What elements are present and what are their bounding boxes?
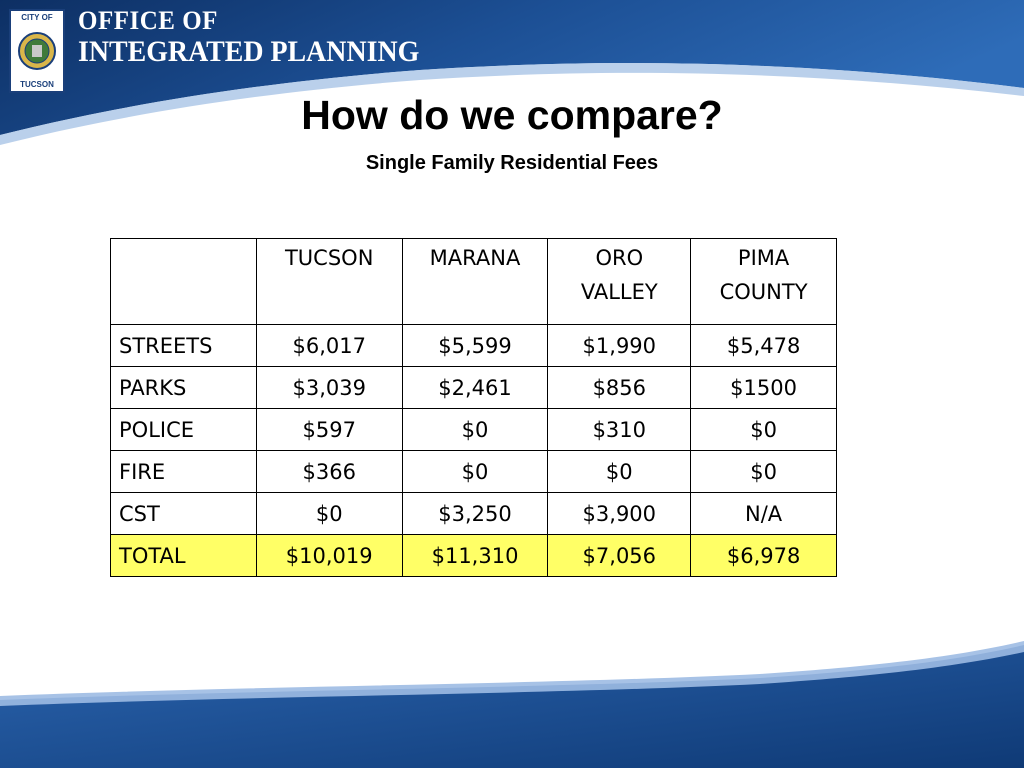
- fee-comparison-table: TUCSON MARANA ORO VALLEY PIMA COUNTY STREETS $…: [110, 238, 837, 577]
- row-label: TOTAL: [110, 534, 257, 577]
- table-row: STREETS $6,017 $5,599 $1,990 $5,478: [110, 324, 837, 367]
- slide-subtitle: Single Family Residential Fees: [365, 152, 659, 174]
- column-header: PIMA COUNTY: [690, 238, 837, 325]
- fee-cell: $0: [401, 450, 549, 493]
- table-row: POLICE $597 $0 $310 $0: [110, 408, 837, 451]
- column-header-text: COUNTY: [719, 280, 808, 304]
- table-header-row: TUCSON MARANA ORO VALLEY PIMA COUNTY: [110, 238, 837, 325]
- table-row: CST $0 $3,250 $3,900 N/A: [110, 492, 837, 535]
- total-row: TOTAL $10,019 $11,310 $7,056 $6,978: [110, 534, 837, 577]
- seal-emblem-icon: [18, 32, 56, 70]
- fee-cell: $1500: [690, 366, 837, 409]
- table-corner-cell: [110, 238, 257, 325]
- row-label: FIRE: [110, 450, 257, 493]
- column-header-text: MARANA: [429, 246, 521, 270]
- column-header-text: PIMA: [737, 246, 790, 270]
- fee-cell: $366: [255, 450, 403, 493]
- row-label: PARKS: [110, 366, 257, 409]
- fee-cell: $6,017: [255, 324, 403, 367]
- org-name-line1: OFFICE OF: [78, 6, 218, 36]
- fee-cell: $3,039: [255, 366, 403, 409]
- row-label: POLICE: [110, 408, 257, 451]
- fee-cell: $5,599: [401, 324, 549, 367]
- fee-cell: $0: [690, 408, 837, 451]
- fee-cell: $0: [547, 450, 692, 493]
- fee-cell: $7,056: [547, 534, 692, 577]
- org-name-line2: INTEGRATED PLANNING: [78, 35, 420, 68]
- row-label: CST: [110, 492, 257, 535]
- table-row: FIRE $366 $0 $0 $0: [110, 450, 837, 493]
- fee-cell: $0: [401, 408, 549, 451]
- fee-cell: $1,990: [547, 324, 692, 367]
- fee-cell: $5,478: [690, 324, 837, 367]
- seal-bottom-text: TUCSON: [20, 80, 54, 89]
- fee-cell: $3,250: [401, 492, 549, 535]
- column-header: ORO VALLEY: [547, 238, 692, 325]
- fee-cell: $0: [255, 492, 403, 535]
- fee-cell: $2,461: [401, 366, 549, 409]
- fee-cell: $597: [255, 408, 403, 451]
- table-row: PARKS $3,039 $2,461 $856 $1500: [110, 366, 837, 409]
- column-header-text: TUCSON: [284, 246, 374, 270]
- seal-top-text: CITY OF: [21, 13, 53, 22]
- org-name: OFFICE OF INTEGRATED PLANNING: [78, 8, 445, 67]
- slide-title: How do we compare?: [301, 92, 723, 138]
- column-header: TUCSON: [255, 238, 403, 325]
- fee-cell: $6,978: [690, 534, 837, 577]
- column-header-text: VALLEY: [580, 280, 658, 304]
- city-seal-logo: CITY OF TUCSON: [9, 9, 65, 93]
- fee-cell: $310: [547, 408, 692, 451]
- fee-cell: $3,900: [547, 492, 692, 535]
- fee-cell: $10,019: [255, 534, 403, 577]
- column-header: MARANA: [401, 238, 549, 325]
- row-label: STREETS: [110, 324, 257, 367]
- column-header-text: ORO: [595, 246, 644, 270]
- fee-cell: $11,310: [401, 534, 549, 577]
- fee-cell: N/A: [690, 492, 837, 535]
- fee-cell: $0: [690, 450, 837, 493]
- fee-cell: $856: [547, 366, 692, 409]
